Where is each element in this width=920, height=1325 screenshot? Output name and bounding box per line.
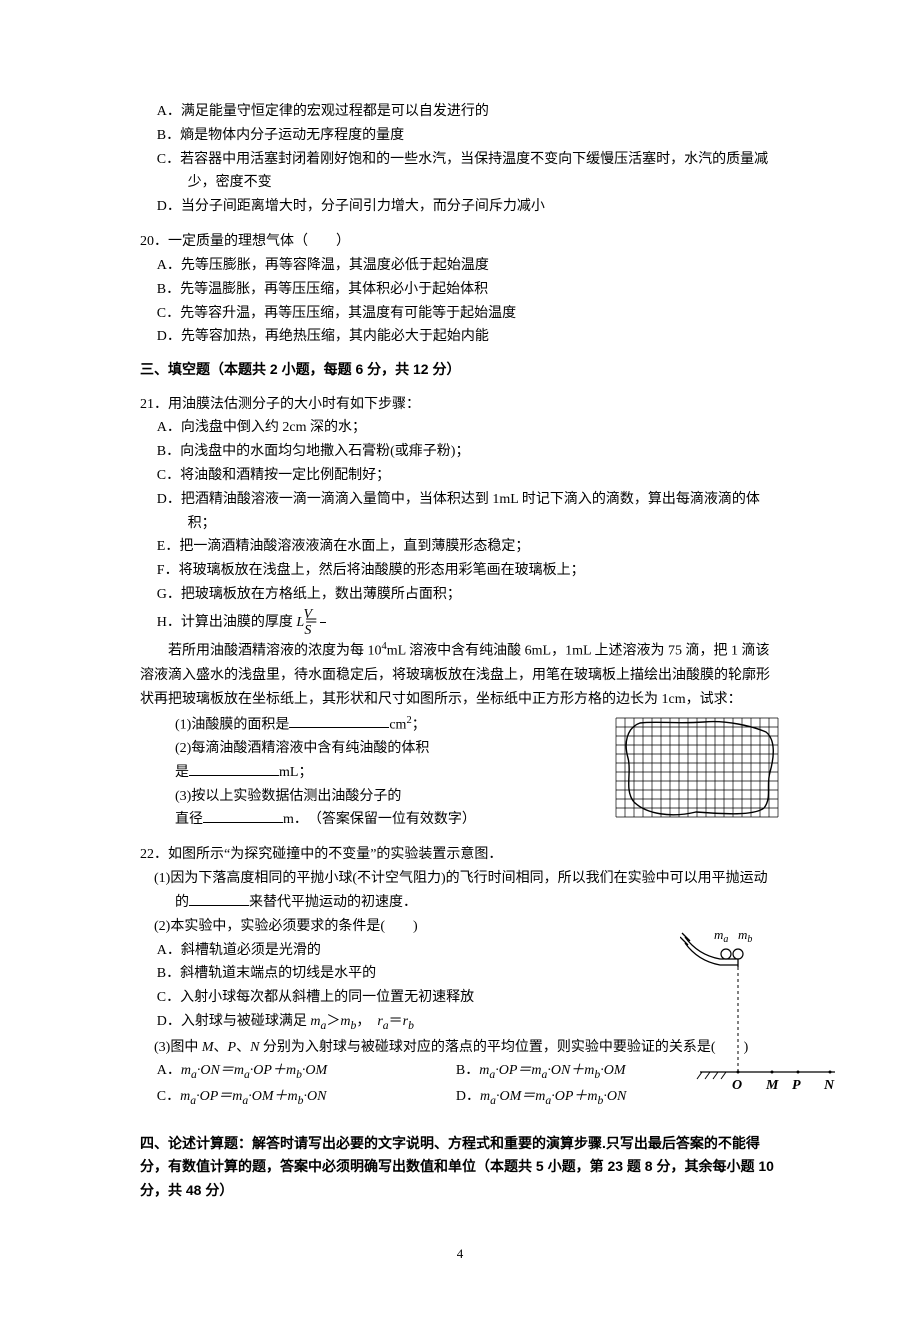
q19-options: A．满足能量守恒定律的宏观过程都是可以自发进行的 B．熵是物体内分子运动无序程度…	[140, 100, 780, 219]
section4-title: 四、论述计算题：解答时请写出必要的文字说明、方程式和重要的演算步骤.只写出最后答…	[140, 1132, 780, 1203]
section3-title: 三、填空题（本题共 2 小题，每题 6 分，共 12 分）	[140, 358, 780, 382]
q21-s3-blank[interactable]	[203, 808, 283, 823]
q19-C: C．若容器中用活塞封闭着刚好饱和的一些水汽，当保持温度不变向下缓慢压活塞时，水汽…	[157, 148, 780, 196]
q21-subs-row: (1)油酸膜的面积是cm2； (2)每滴油酸酒精溶液中含有纯油酸的体积 是mL；…	[140, 712, 780, 833]
q22-p3-P: P	[228, 1040, 237, 1055]
q22-eqD: ma·OM＝ma·OP＋mb·ON	[480, 1089, 626, 1104]
q21-s2-blank[interactable]	[189, 761, 279, 776]
q21-s1-c: ；	[412, 717, 426, 732]
q20-stem: 20．一定质量的理想气体（ ）	[140, 230, 780, 254]
q21-sub3: (3)按以上实验数据估测出油酸分子的 直径 m． （答案保留一位有效数字）	[140, 785, 594, 833]
q21-s2-b: 是	[175, 765, 189, 780]
q22-p1: (1)因为下落高度相同的平抛小球(不计空气阻力)的飞行时间相同，所以我们在实验中…	[140, 867, 780, 915]
q21-s3-c: m． （答案保留一位有效数字）	[283, 812, 476, 827]
q22-D-m1: m	[310, 1014, 320, 1029]
q22-D-b2: b	[408, 1019, 414, 1032]
q21-H-den: S	[320, 623, 326, 638]
q22-D-gt: ＞	[326, 1014, 340, 1029]
q22-optB-label: B．	[456, 1063, 479, 1078]
q22-D-pre: D．入射球与被碰球满足	[157, 1014, 311, 1029]
q21-D: D．把酒精油酸溶液一滴一滴滴入量筒中，当体积达到 1mL 时记下滴入的滴数，算出…	[157, 488, 780, 536]
q22-p1-blank[interactable]	[189, 891, 249, 906]
q20-options: A．先等压膨胀，再等容降温，其温度必低于起始温度 B．先等温膨胀，再等压压缩，其…	[140, 254, 780, 349]
q22-D-eq: ＝	[389, 1014, 403, 1029]
q22-eqA: ma·ON＝ma·OP＋mb·OM	[181, 1063, 327, 1078]
q19-B: B．熵是物体内分子运动无序程度的量度	[157, 124, 780, 148]
q22-D-m2: m	[340, 1014, 350, 1029]
q21-sub1: (1)油酸膜的面积是cm2；	[140, 712, 594, 737]
q19-A: A．满足能量守恒定律的宏观过程都是可以自发进行的	[157, 100, 780, 124]
q22-p3-M: M	[202, 1040, 214, 1055]
q22-optC: C．ma·OP＝ma·OM＋mb·ON	[157, 1085, 456, 1111]
svg-text:ma: ma	[714, 927, 728, 945]
q21-grid-figure	[614, 716, 780, 828]
svg-text:mb: mb	[738, 927, 752, 945]
q21-s2-a: (2)每滴油酸酒精溶液中含有纯油酸的体积	[175, 741, 429, 756]
q21-para-pre: 若所用油酸酒精溶液的浓度为每 10	[168, 644, 382, 659]
q21-s1-blank[interactable]	[289, 713, 389, 728]
q20-B: B．先等温膨胀，再等压压缩，其体积必小于起始体积	[157, 278, 780, 302]
q22-optC-label: C．	[157, 1089, 180, 1104]
q22-optA: A．ma·ON＝ma·OP＋mb·OM	[157, 1059, 456, 1085]
q21-stem: 21．用油膜法估测分子的大小时有如下步骤：	[140, 393, 780, 417]
q20-A: A．先等压膨胀，再等容降温，其温度必低于起始温度	[157, 254, 780, 278]
q20-D: D．先等容加热，再绝热压缩，其内能必大于起始内能	[157, 325, 780, 349]
q21-B: B．向浅盘中的水面均匀地撒入石膏粉(或痱子粉)；	[157, 440, 780, 464]
q21-s2-c: mL；	[279, 765, 312, 780]
q22-track-figure: ma mb O M P N	[680, 927, 840, 1106]
q19-D: D．当分子间距离增大时，分子间引力增大，而分子间斥力减小	[157, 195, 780, 219]
q21-s3-b: 直径	[175, 812, 203, 827]
q22-eqC: ma·OP＝ma·OM＋mb·ON	[180, 1089, 326, 1104]
q22-optD-label: D．	[456, 1089, 480, 1104]
q21-C: C．将油酸和酒精按一定比例配制好；	[157, 464, 780, 488]
q21-H: H．计算出油膜的厚度 L＝VS	[157, 607, 780, 639]
q22-p3-b: 分别为入射球与被碰球对应的落点的平均位置，则实验中要验证的关系是( )	[259, 1040, 748, 1055]
q21-sub2: (2)每滴油酸酒精溶液中含有纯油酸的体积 是 mL；	[140, 737, 594, 785]
svg-text:M: M	[765, 1078, 779, 1093]
q22-optA-label: A．	[157, 1063, 181, 1078]
q22-block: 22．如图所示“为探究碰撞中的不变量”的实验装置示意图． (1)因为下落高度相同…	[140, 843, 780, 1110]
q21-subs: (1)油酸膜的面积是cm2； (2)每滴油酸酒精溶液中含有纯油酸的体积 是mL；…	[140, 712, 594, 833]
svg-text:N: N	[823, 1078, 835, 1093]
q22-stem: 22．如图所示“为探究碰撞中的不变量”的实验装置示意图．	[140, 843, 780, 867]
q22-p1-b: 来替代平抛运动的初速度．	[249, 895, 417, 910]
q21-para: 若所用油酸酒精溶液的浓度为每 104mL 溶液中含有纯油酸 6mL，1mL 上述…	[140, 638, 780, 711]
svg-text:O: O	[732, 1078, 742, 1093]
q21-H-num: V	[320, 607, 326, 623]
q22-p3-s2: 、	[236, 1040, 250, 1055]
q21-E: E．把一滴酒精油酸溶液液滴在水面上，直到薄膜形态稳定；	[157, 535, 780, 559]
page-number: 4	[140, 1243, 780, 1265]
q21-steps: A．向浅盘中倒入约 2cm 深的水； B．向浅盘中的水面均匀地撒入石膏粉(或痱子…	[140, 416, 780, 638]
q21-A: A．向浅盘中倒入约 2cm 深的水；	[157, 416, 780, 440]
q21-G: G．把玻璃板放在方格纸上，数出薄膜所占面积；	[157, 583, 780, 607]
svg-text:P: P	[792, 1078, 801, 1093]
q21-s1-b: cm	[389, 717, 406, 732]
q22-D-sep: ，	[356, 1014, 377, 1029]
q21-s3-a: (3)按以上实验数据估测出油酸分子的	[175, 789, 401, 804]
q21-H-frac: VS	[320, 607, 326, 639]
q21-H-pre: H．计算出油膜的厚度	[157, 615, 297, 630]
q22-p3-N: N	[250, 1040, 259, 1055]
q22-p3-s1: 、	[214, 1040, 228, 1055]
q21-F: F．将玻璃板放在浅盘上，然后将油酸膜的形态用彩笔画在玻璃板上；	[157, 559, 780, 583]
q22-eqB: ma·OP＝ma·ON＋mb·OM	[479, 1063, 625, 1078]
q22-p3-a: (3)图中	[154, 1040, 202, 1055]
q21-s1-a: (1)油酸膜的面积是	[175, 717, 289, 732]
q20-C: C．先等容升温，再等压压缩，其温度有可能等于起始温度	[157, 302, 780, 326]
